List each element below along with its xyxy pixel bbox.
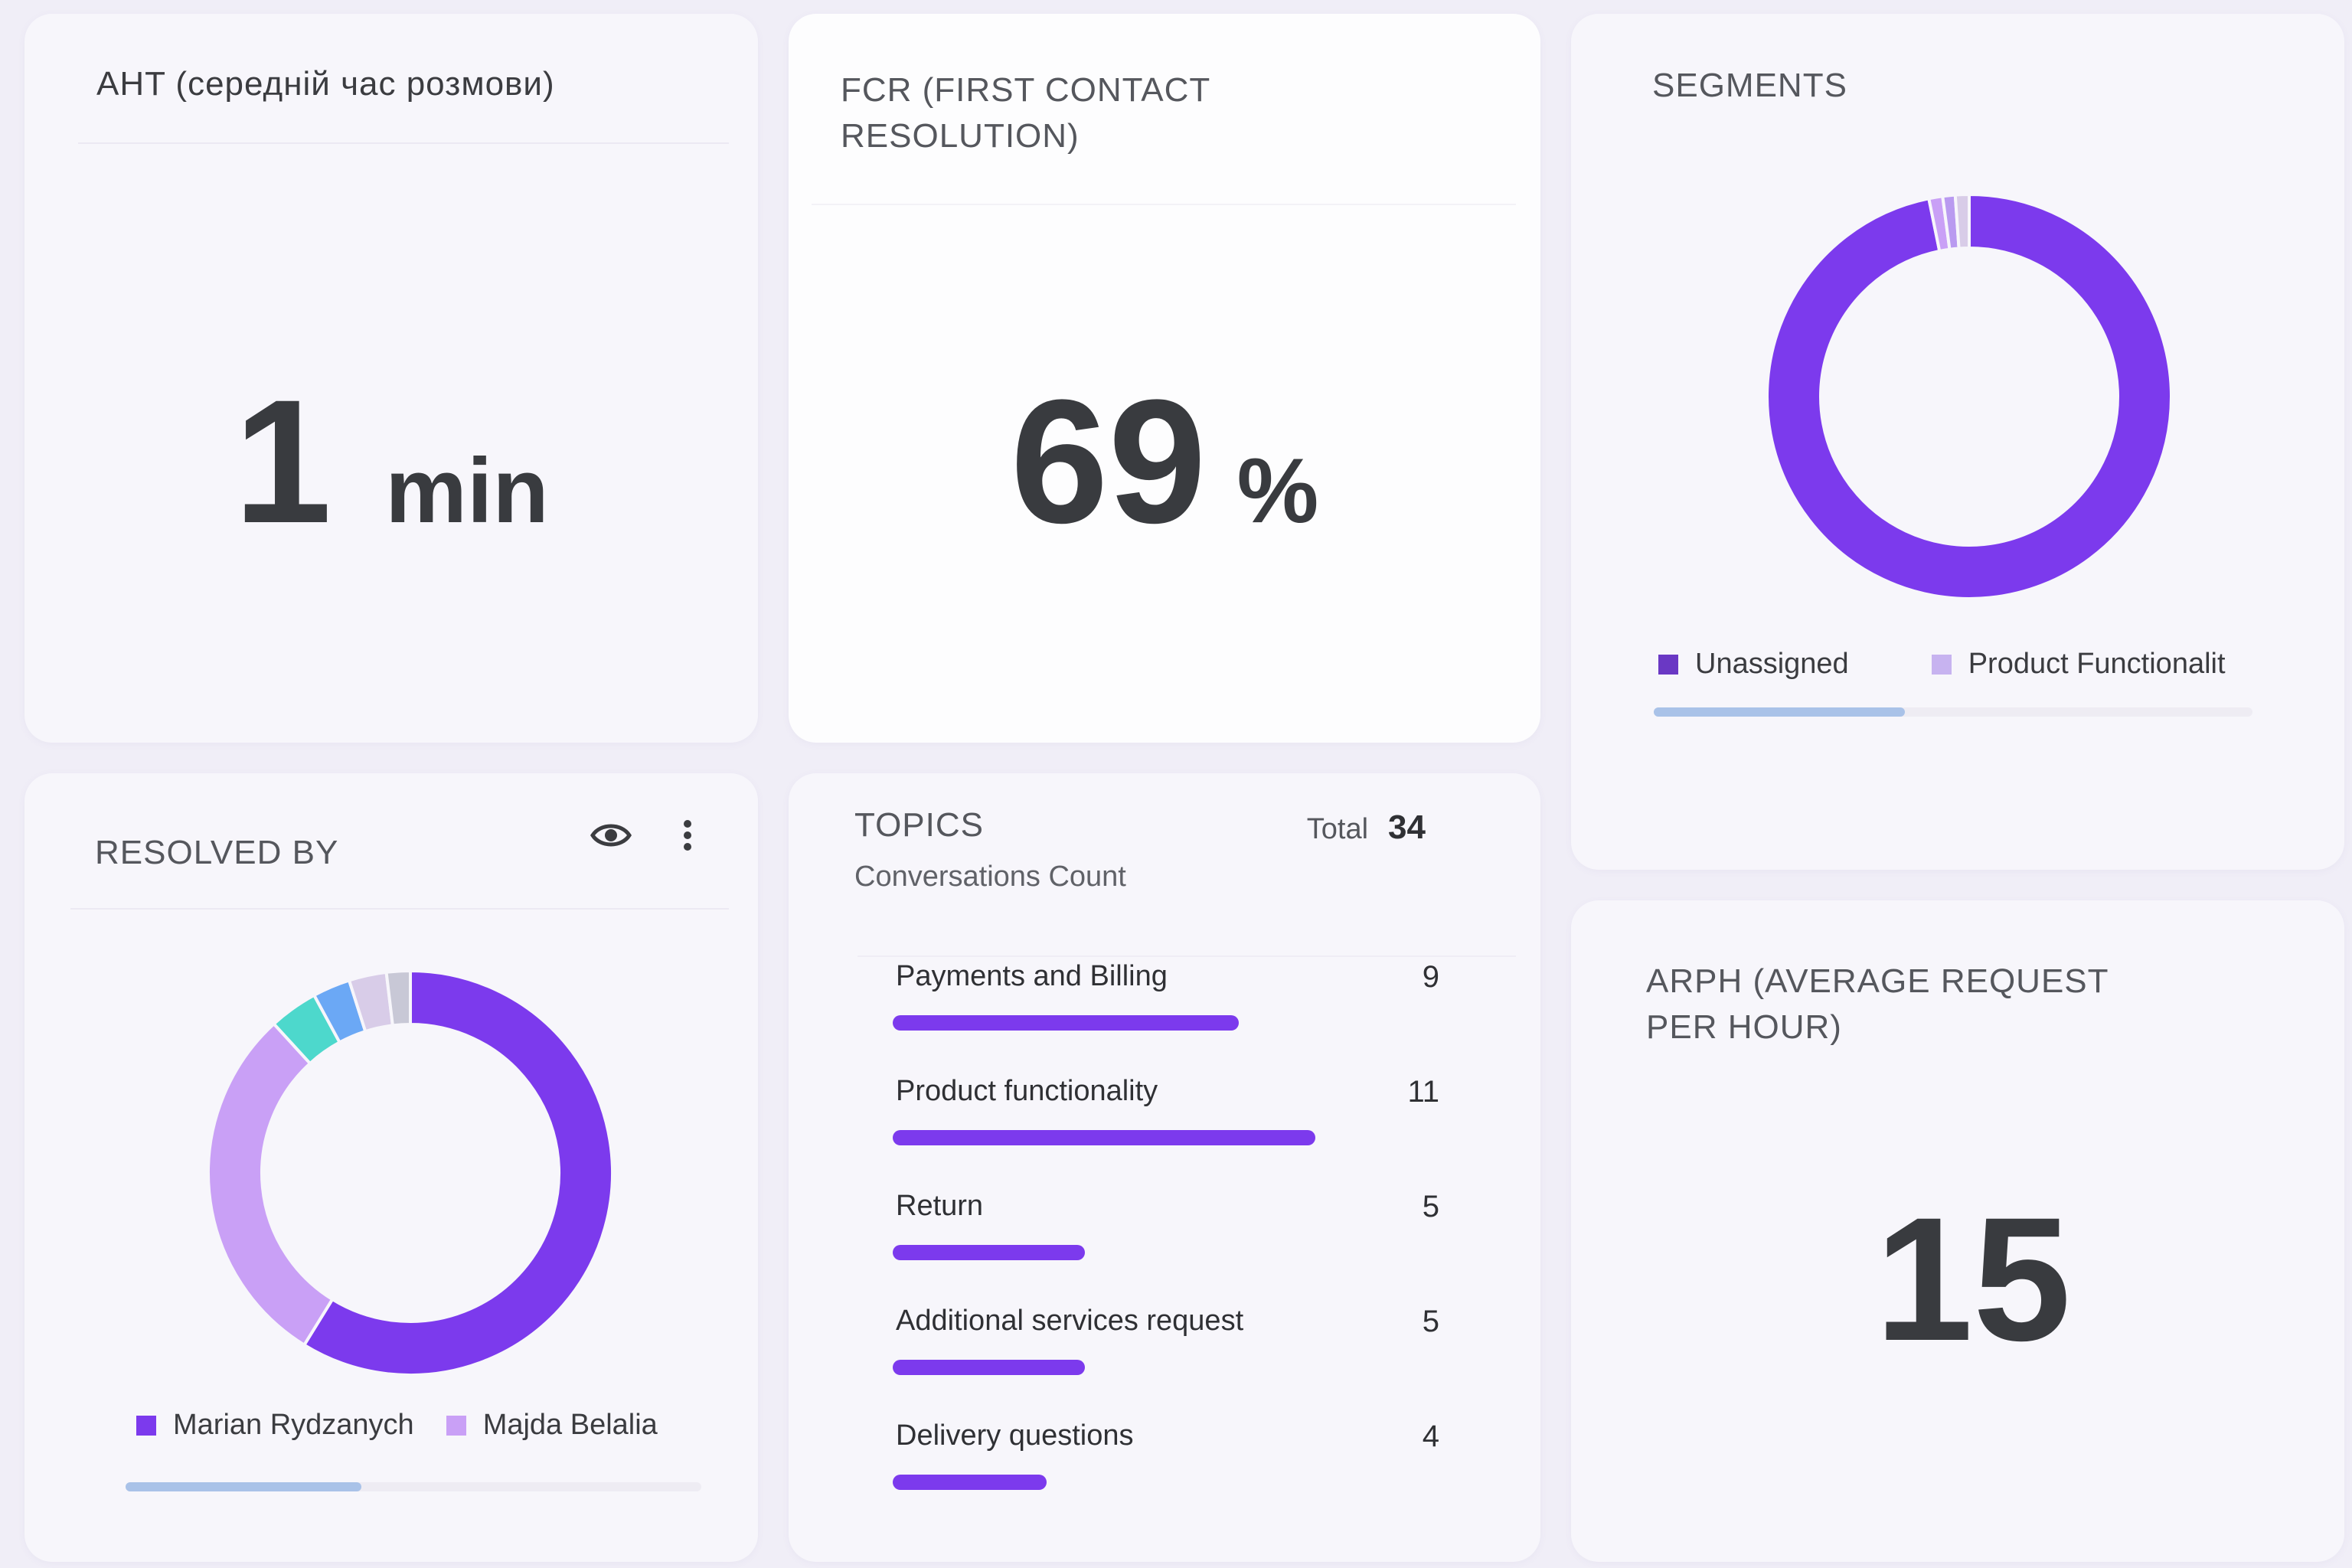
- legend-item-unassigned[interactable]: Unassigned: [1658, 648, 1849, 681]
- topic-row[interactable]: Additional services request 5: [893, 1305, 1439, 1381]
- topics-divider: [858, 956, 1516, 957]
- topics-subtitle: Conversations Count: [854, 861, 1126, 893]
- legend-swatch: [136, 1415, 156, 1436]
- resolved-by-title: RESOLVED BY: [95, 834, 339, 871]
- resolved-by-legend-scrollbar[interactable]: [126, 1482, 701, 1491]
- fcr-unit: %: [1236, 439, 1319, 542]
- resolved-by-slice[interactable]: [384, 969, 412, 1027]
- eye-icon[interactable]: [576, 808, 646, 862]
- segments-legend: Unassigned Product Functionalit: [1658, 648, 2308, 681]
- topic-bar: [893, 1245, 1085, 1260]
- topic-label: Payments and Billing: [896, 960, 1168, 992]
- topic-label: Delivery questions: [896, 1419, 1134, 1452]
- legend-item-majda[interactable]: Majda Belalia: [446, 1409, 658, 1442]
- resolved-by-legend: Marian Rydzanych Majda Belalia: [136, 1409, 740, 1442]
- topic-row[interactable]: Delivery questions 4: [893, 1419, 1439, 1496]
- legend-label: Marian Rydzanych: [173, 1409, 414, 1441]
- fcr-divider: [812, 204, 1516, 205]
- resolved-by-donut-chart: [207, 969, 614, 1377]
- topics-total-label: Total: [1306, 813, 1369, 845]
- legend-item-product-functionality[interactable]: Product Functionalit: [1931, 648, 2226, 681]
- fcr-title: FCR (FIRST CONTACT RESOLUTION): [841, 71, 1210, 155]
- legend-label: Majda Belalia: [482, 1409, 658, 1441]
- aht-title: AHT (середній час розмови): [96, 65, 555, 103]
- segments-card: SEGMENTS Unassigned Product Functionalit: [1571, 14, 2344, 870]
- fcr-metric: 69 %: [789, 374, 1540, 550]
- segment-slice[interactable]: [1766, 192, 2173, 600]
- scrollbar-thumb[interactable]: [126, 1482, 362, 1491]
- legend-swatch: [1931, 654, 1952, 675]
- arph-value: 15: [1875, 1181, 2071, 1377]
- topic-count: 5: [1422, 1305, 1439, 1338]
- topics-total: Total 34: [1307, 808, 1426, 847]
- topic-bar: [893, 1015, 1239, 1031]
- aht-card: AHT (середній час розмови) 1 min: [24, 14, 758, 743]
- resolved-by-card: RESOLVED BY Marian Rydzanych Majda Belal…: [24, 773, 758, 1562]
- fcr-card: FCR (FIRST CONTACT RESOLUTION) 69 %: [789, 14, 1540, 743]
- aht-divider: [78, 142, 729, 144]
- more-vertical-icon[interactable]: [666, 808, 709, 862]
- topic-label: Return: [896, 1190, 984, 1222]
- topic-count: 11: [1407, 1075, 1439, 1109]
- legend-label: Product Functionalit: [1968, 648, 2226, 680]
- arph-title: ARPH (AVERAGE REQUEST PER HOUR): [1646, 962, 2109, 1046]
- fcr-value: 69: [1010, 363, 1207, 560]
- legend-swatch: [1658, 654, 1678, 675]
- aht-unit: min: [385, 439, 549, 542]
- topic-bar: [893, 1360, 1085, 1375]
- aht-value: 1: [234, 363, 332, 560]
- aht-metric: 1 min: [24, 374, 758, 550]
- topic-row[interactable]: Payments and Billing 9: [893, 960, 1439, 1037]
- legend-swatch: [446, 1415, 466, 1436]
- topic-label: Additional services request: [896, 1305, 1244, 1337]
- legend-item-marian[interactable]: Marian Rydzanych: [136, 1409, 414, 1442]
- legend-label: Unassigned: [1695, 648, 1849, 680]
- resolved-by-divider: [70, 908, 729, 910]
- topic-count: 9: [1422, 960, 1439, 994]
- topic-label: Product functionality: [896, 1075, 1158, 1107]
- topic-count: 5: [1422, 1190, 1439, 1223]
- segment-slice[interactable]: [1953, 192, 1971, 250]
- topic-bar: [893, 1475, 1047, 1490]
- topic-row[interactable]: Product functionality 11: [893, 1075, 1439, 1152]
- topics-title: TOPICS: [854, 806, 985, 844]
- segments-donut-chart: [1766, 192, 2173, 600]
- resolved-by-slice[interactable]: [302, 969, 614, 1377]
- arph-metric: 15: [1571, 1191, 2344, 1367]
- segments-title: SEGMENTS: [1652, 67, 1847, 104]
- resolved-by-slice[interactable]: [207, 1021, 335, 1348]
- topic-count: 4: [1422, 1419, 1439, 1453]
- topic-bar: [893, 1130, 1315, 1145]
- topics-card: TOPICS Conversations Count Total 34 Paym…: [789, 773, 1540, 1562]
- scrollbar-thumb[interactable]: [1654, 707, 1906, 717]
- segments-legend-scrollbar[interactable]: [1654, 707, 2252, 717]
- arph-card: ARPH (AVERAGE REQUEST PER HOUR) 15: [1571, 900, 2344, 1562]
- topic-row[interactable]: Return 5: [893, 1190, 1439, 1266]
- topics-total-value: 34: [1388, 808, 1426, 846]
